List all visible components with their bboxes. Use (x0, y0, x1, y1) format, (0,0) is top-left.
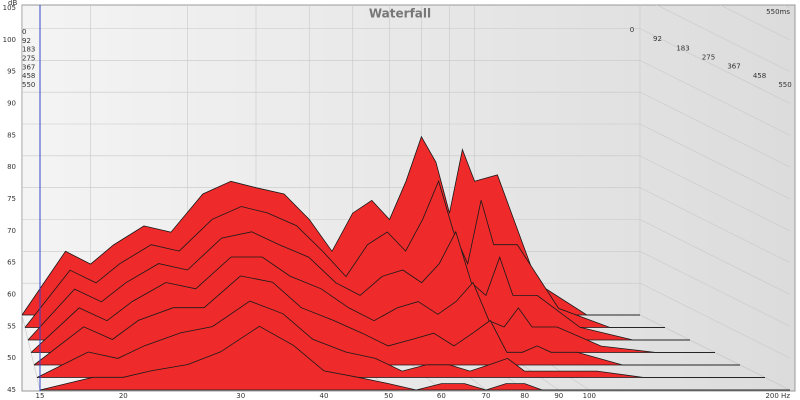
time-label: 0 (22, 28, 26, 36)
grid-line (639, 123, 791, 200)
time-label: 92 (22, 37, 31, 45)
time-label: 458 (22, 72, 35, 80)
y-tick-label: 100 (3, 36, 16, 44)
y-tick-label: 95 (7, 68, 16, 76)
x-tick-label: 70 (482, 392, 491, 400)
time-label: 367 (727, 63, 740, 71)
time-label: 92 (653, 35, 662, 43)
slice-area (40, 326, 790, 390)
y-tick-label: 65 (7, 259, 16, 267)
time-label: 550 (22, 81, 35, 89)
y-axis-label: dB (8, 0, 17, 7)
x-tick-label: 90 (554, 392, 563, 400)
x-tick-label: 20 (119, 392, 128, 400)
x-tick-label: 100 (583, 392, 596, 400)
x-tick-label: 80 (520, 392, 529, 400)
time-label: 458 (753, 72, 766, 80)
x-tick-label: 50 (384, 392, 393, 400)
x-tick-label: 60 (437, 392, 446, 400)
y-tick-label: 50 (7, 354, 16, 362)
grid-line (719, 5, 791, 41)
time-label: 0 (630, 26, 634, 34)
slice-line (36, 300, 765, 378)
y-tick-label: 70 (7, 227, 16, 235)
y-tick-label: 105 (3, 4, 16, 12)
y-tick-label: 45 (7, 386, 16, 394)
time-label: 550 (778, 81, 791, 89)
time-label: 275 (702, 54, 715, 62)
time-label: 183 (22, 46, 35, 54)
y-tick-label: 80 (7, 163, 16, 171)
x-tick-label: 30 (236, 392, 245, 400)
depth-label: 550ms (766, 8, 790, 16)
slice-line (27, 230, 690, 341)
slice-line (33, 275, 740, 366)
y-tick-label: 55 (7, 322, 16, 330)
grid-line (639, 282, 791, 359)
y-tick-label: 85 (7, 131, 16, 139)
time-label: 367 (22, 63, 35, 71)
slice-line (24, 179, 665, 328)
grid-line (639, 155, 791, 232)
time-label: 275 (22, 55, 35, 63)
grid-line (639, 187, 791, 263)
x-tick-label: 40 (320, 392, 329, 400)
grid-line (639, 251, 791, 327)
grid-line (639, 91, 791, 168)
y-tick-label: 60 (7, 291, 16, 299)
slice-line (30, 256, 715, 353)
y-tick-label: 75 (7, 195, 16, 203)
grid-line (639, 28, 791, 104)
grid-line (655, 5, 791, 72)
chart-title: Waterfall (369, 7, 431, 21)
grid-line (639, 60, 791, 136)
y-tick-label: 90 (7, 100, 16, 108)
grid-line (639, 219, 791, 295)
x-tick-label: 200 Hz (765, 392, 790, 400)
x-tick-label: 15 (36, 392, 45, 400)
slice-line (22, 135, 640, 316)
time-label: 183 (676, 44, 689, 52)
